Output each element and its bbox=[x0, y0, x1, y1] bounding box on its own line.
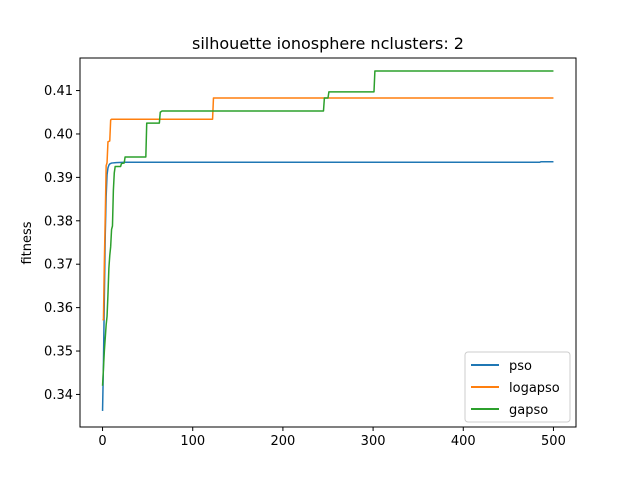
plot-lines bbox=[101, 70, 554, 411]
y-tick-label: 0.40 bbox=[44, 127, 73, 142]
axes-frame bbox=[79, 57, 577, 428]
y-tick-label: 0.37 bbox=[44, 258, 73, 273]
legend-label-pso: pso bbox=[509, 359, 532, 374]
legend-label-gapso: gapso bbox=[509, 403, 548, 418]
legend-label-logapso: logapso bbox=[509, 381, 560, 396]
x-tick-label: 300 bbox=[361, 434, 386, 449]
y-tick-label: 0.34 bbox=[44, 388, 73, 403]
series-line-gapso bbox=[101, 70, 554, 386]
x-tick-label: 200 bbox=[270, 434, 295, 449]
x-axis: 0 100 200 300 400 500 bbox=[98, 427, 566, 449]
x-tick-label: 400 bbox=[451, 434, 476, 449]
y-axis: 0.34 0.35 0.36 0.37 0.38 0.39 0.40 0.41 bbox=[44, 84, 80, 403]
series-line-logapso bbox=[102, 97, 554, 321]
legend: pso logapso gapso bbox=[464, 351, 571, 423]
y-tick-label: 0.36 bbox=[44, 301, 73, 316]
y-tick-label: 0.38 bbox=[44, 214, 73, 229]
y-tick-label: 0.39 bbox=[44, 171, 73, 186]
y-tick-label: 0.41 bbox=[44, 84, 73, 99]
x-tick-label: 500 bbox=[541, 434, 566, 449]
x-tick-label: 100 bbox=[180, 434, 205, 449]
chart-title: silhouette ionosphere nclusters: 2 bbox=[192, 34, 464, 53]
legend-box bbox=[464, 351, 571, 423]
x-tick-label: 0 bbox=[98, 434, 106, 449]
y-axis-label: fitness bbox=[20, 221, 35, 264]
y-tick-label: 0.35 bbox=[44, 345, 73, 360]
